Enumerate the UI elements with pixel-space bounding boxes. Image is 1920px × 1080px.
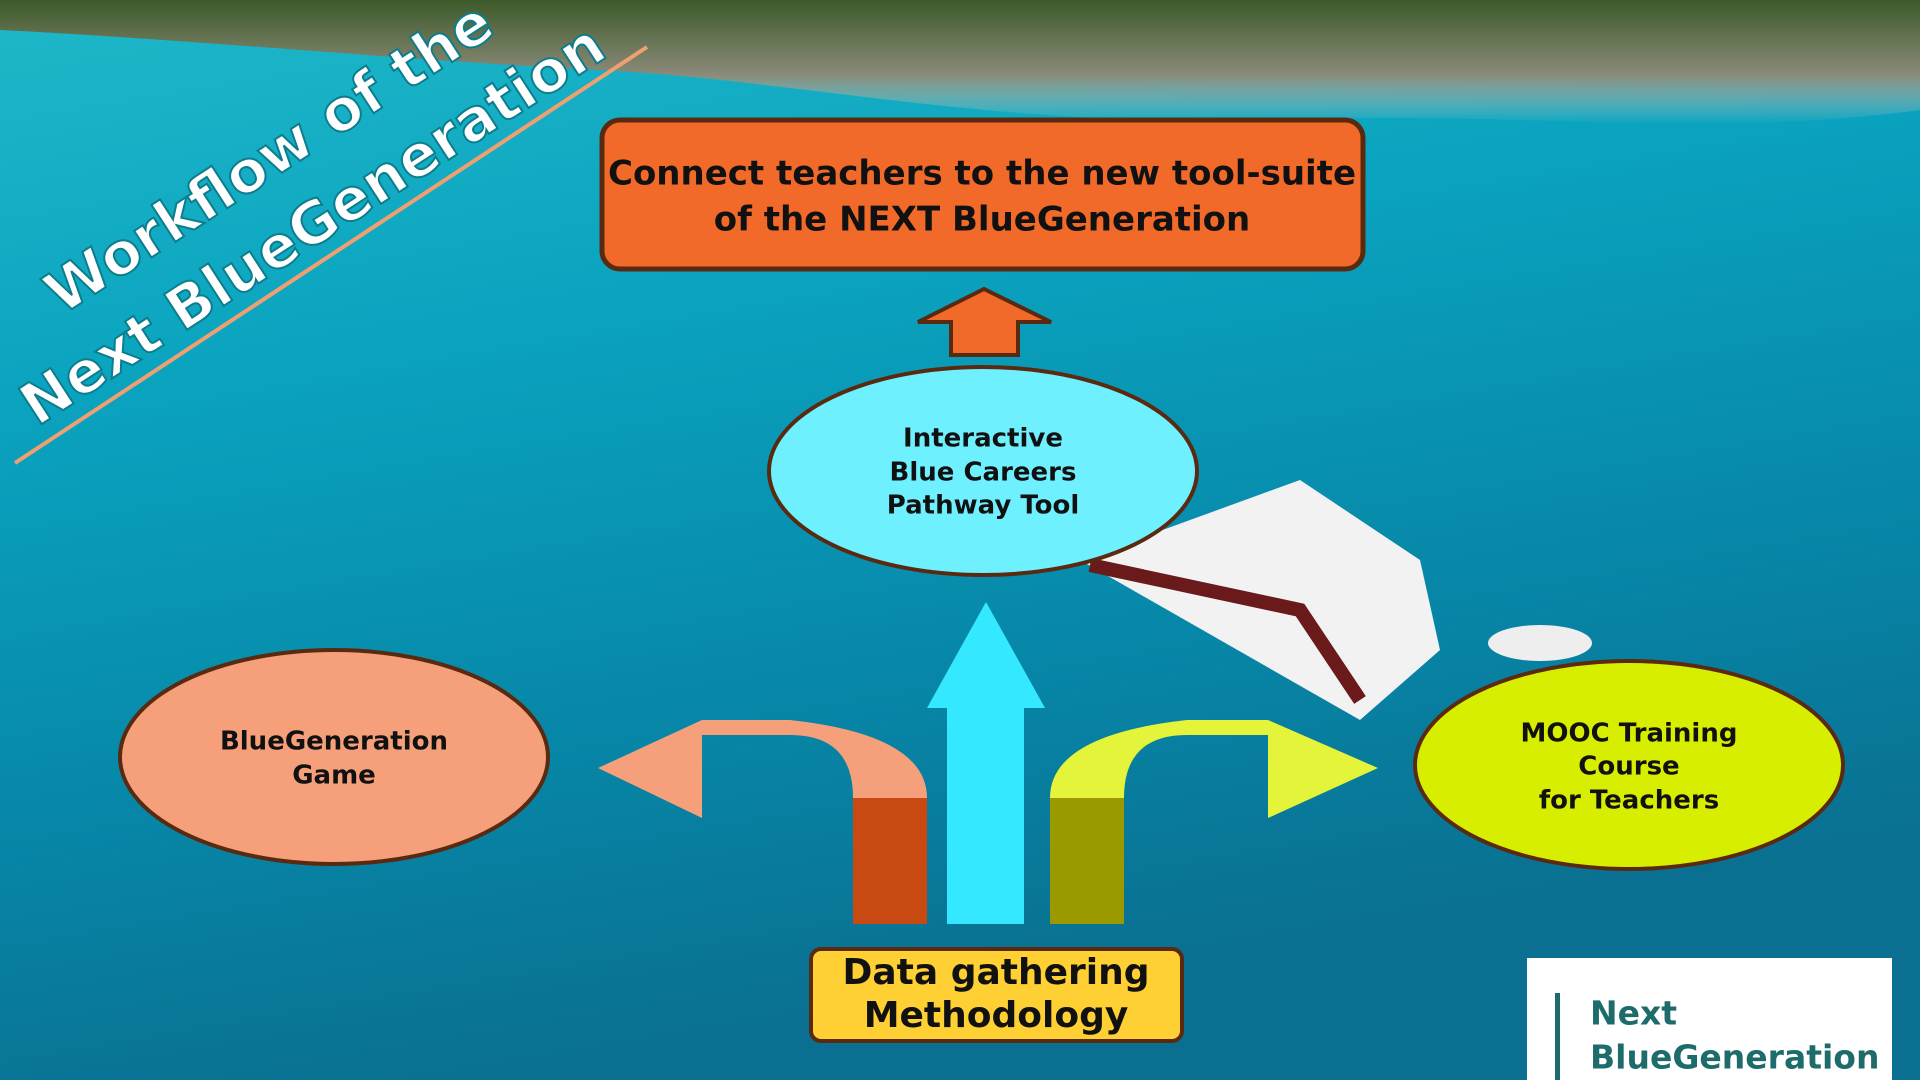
slide: Workflow of the Next BlueGeneration Conn… [0, 0, 1920, 1080]
arrow-left-stem [853, 798, 927, 924]
data-line: Methodology [864, 995, 1129, 1036]
node-line: Pathway Tool [887, 491, 1080, 521]
node-line: Blue Careers [890, 458, 1077, 488]
logo-bar [1555, 993, 1560, 1080]
arrow-right-stem [1050, 798, 1124, 924]
node-line: BlueGeneration [220, 727, 448, 757]
node-line: MOOC Training [1521, 719, 1738, 749]
node-line: for Teachers [1539, 786, 1719, 816]
page: Workflow of the Next BlueGeneration Conn… [0, 0, 1920, 1080]
node-line: Game [292, 761, 376, 791]
goal-line: of the NEXT BlueGeneration [714, 200, 1251, 240]
node-line: Interactive [903, 424, 1063, 454]
goal-line: Connect teachers to the new tool-suite [608, 154, 1356, 194]
game-node [120, 650, 548, 864]
data-line: Data gathering [842, 952, 1149, 993]
goal-box [602, 120, 1363, 269]
logo-line: BlueGeneration [1590, 1038, 1879, 1077]
node-line: Course [1578, 752, 1679, 782]
logo-line: Next [1590, 994, 1677, 1033]
